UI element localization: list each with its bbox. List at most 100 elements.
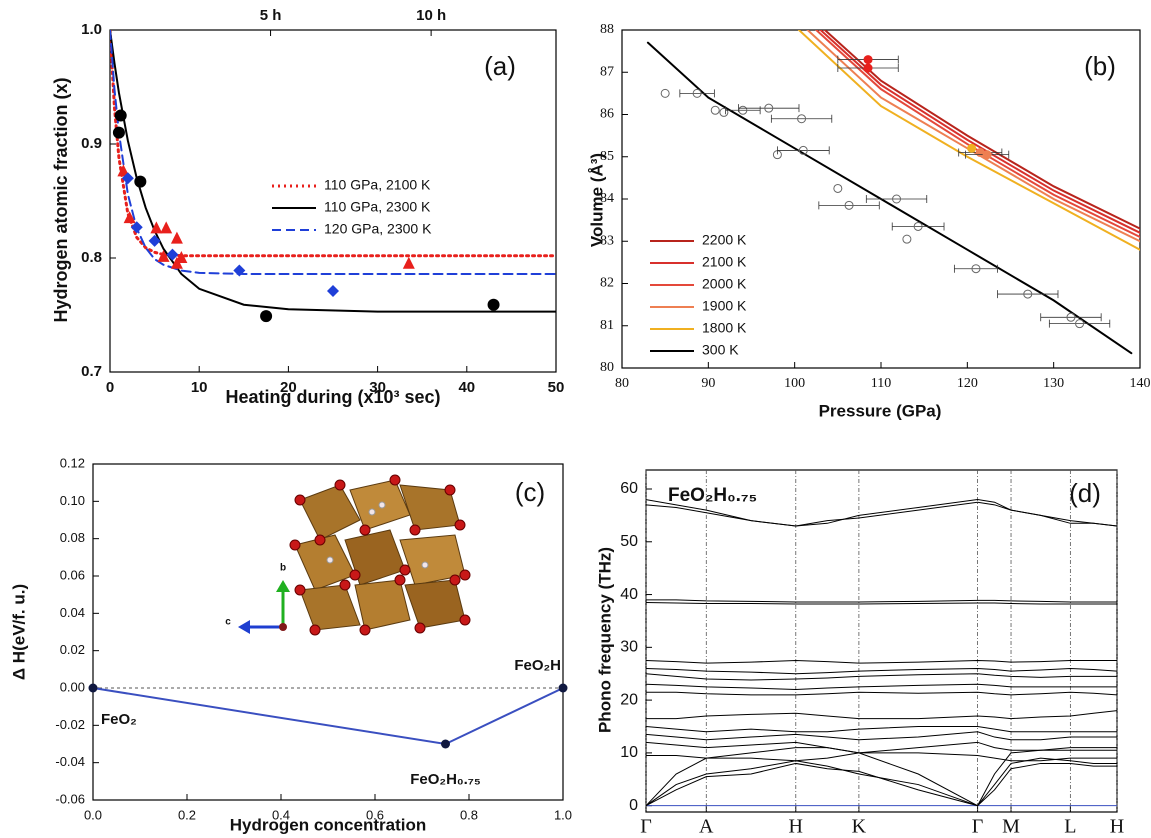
marker (764, 103, 774, 113)
marker (175, 251, 188, 263)
marker (558, 683, 568, 693)
series-line (646, 757, 1117, 807)
y-tick-label: 30 (620, 639, 638, 656)
x-tick-label: 0 (106, 379, 114, 396)
marker (692, 88, 702, 98)
y-tick-label: 0.7 (81, 363, 102, 380)
series-line (110, 30, 556, 258)
marker (660, 88, 670, 98)
x-tick-label: H (1110, 816, 1124, 838)
y-tick-label: 83 (600, 233, 614, 248)
legend-label: 300 K (702, 342, 739, 358)
series-line (646, 501, 1117, 527)
panel-label: (d) (1069, 478, 1101, 508)
y-axis-label: Δ H(eV/f. u.) (9, 584, 28, 680)
marker (863, 63, 873, 73)
series-line (646, 726, 1117, 733)
x-tick-label: 10 (191, 379, 208, 396)
marker (148, 234, 161, 247)
x-tick-label: 130 (1043, 376, 1064, 391)
marker (157, 249, 170, 262)
error-bar (997, 290, 1059, 299)
x-tick-label: L (1064, 816, 1076, 838)
marker (863, 55, 873, 65)
y-tick-label: 0.10 (60, 493, 85, 508)
marker (798, 145, 808, 155)
x-tick-label: K (852, 816, 867, 838)
panel-label: (c) (515, 477, 545, 507)
marker (160, 221, 173, 234)
marker (710, 105, 720, 115)
marker (402, 256, 415, 269)
marker (88, 683, 98, 693)
error-bar (891, 222, 945, 231)
x-tick-label: 110 (871, 376, 891, 391)
chart-title: FeO₂H₀.₇₅ (668, 485, 757, 506)
y-tick-label: 0 (629, 797, 638, 814)
y-tick-label: 0.02 (60, 642, 85, 657)
series-line (646, 731, 1117, 741)
series-line (797, 30, 1140, 251)
y-tick-label: 82 (600, 276, 614, 291)
legend-label: 120 GPa, 2300 K (324, 221, 432, 237)
error-bar (738, 104, 800, 113)
series-line (815, 30, 1140, 239)
marker (166, 248, 179, 261)
series-line (646, 752, 1117, 762)
marker (967, 143, 977, 153)
marker (487, 298, 500, 311)
y-tick-label: 0.08 (60, 530, 85, 545)
y-tick-label: 0.04 (60, 605, 85, 620)
y-tick-label: 20 (620, 691, 638, 708)
marker (233, 264, 246, 277)
y-tick-label: 0.00 (60, 679, 85, 694)
y-tick-label: 80 (600, 360, 614, 375)
marker (833, 183, 843, 193)
error-bar (1040, 313, 1102, 322)
y-tick-label: -0.04 (55, 754, 85, 769)
legend-label: 1900 K (702, 298, 747, 314)
marker (913, 221, 923, 231)
x-tick-label: 0.8 (460, 807, 478, 822)
error-bar (953, 264, 998, 273)
y-tick-label: 0.8 (81, 249, 102, 266)
y-tick-label: 86 (600, 107, 614, 122)
origin-atom (279, 623, 287, 631)
x-tick-label: A (699, 816, 714, 838)
point-label: FeO₂ (101, 711, 137, 728)
y-tick-label: -0.02 (55, 717, 85, 732)
marker (892, 194, 902, 204)
x-tick-label: Γ (640, 816, 652, 838)
series-line (823, 30, 1140, 230)
y-tick-label: -0.06 (55, 791, 85, 806)
plot-frame (92, 463, 564, 801)
polyhedron (299, 484, 361, 541)
series-line (819, 30, 1140, 234)
point-label: FeO₂H₀.₇₅ (410, 771, 481, 788)
marker (1075, 319, 1085, 329)
series-line (646, 747, 1117, 807)
arrow-head (238, 620, 250, 634)
marker (123, 211, 136, 224)
series-line (646, 741, 1117, 754)
y-tick-label: 0.12 (60, 455, 85, 470)
marker (1066, 312, 1076, 322)
x-tick-label: 100 (784, 376, 805, 391)
legend-label: 2100 K (702, 254, 747, 270)
marker (170, 231, 183, 244)
x-tick-label: 40 (458, 379, 475, 396)
x-tick-label: 80 (615, 376, 629, 391)
x-tick-label: 30 (369, 379, 386, 396)
y-axis-label: Hydrogen atomic fraction (x) (51, 77, 71, 322)
series-line (646, 601, 1117, 605)
marker (971, 264, 981, 274)
y-tick-label: 85 (600, 149, 614, 164)
x-tick-label: 1.0 (554, 807, 572, 822)
marker (327, 285, 339, 298)
series-line (646, 683, 1117, 691)
x2-tick-label: 10 h (416, 7, 446, 24)
x-tick-label: 140 (1130, 376, 1151, 391)
y-tick-label: 0.06 (60, 567, 85, 582)
marker (844, 200, 854, 210)
